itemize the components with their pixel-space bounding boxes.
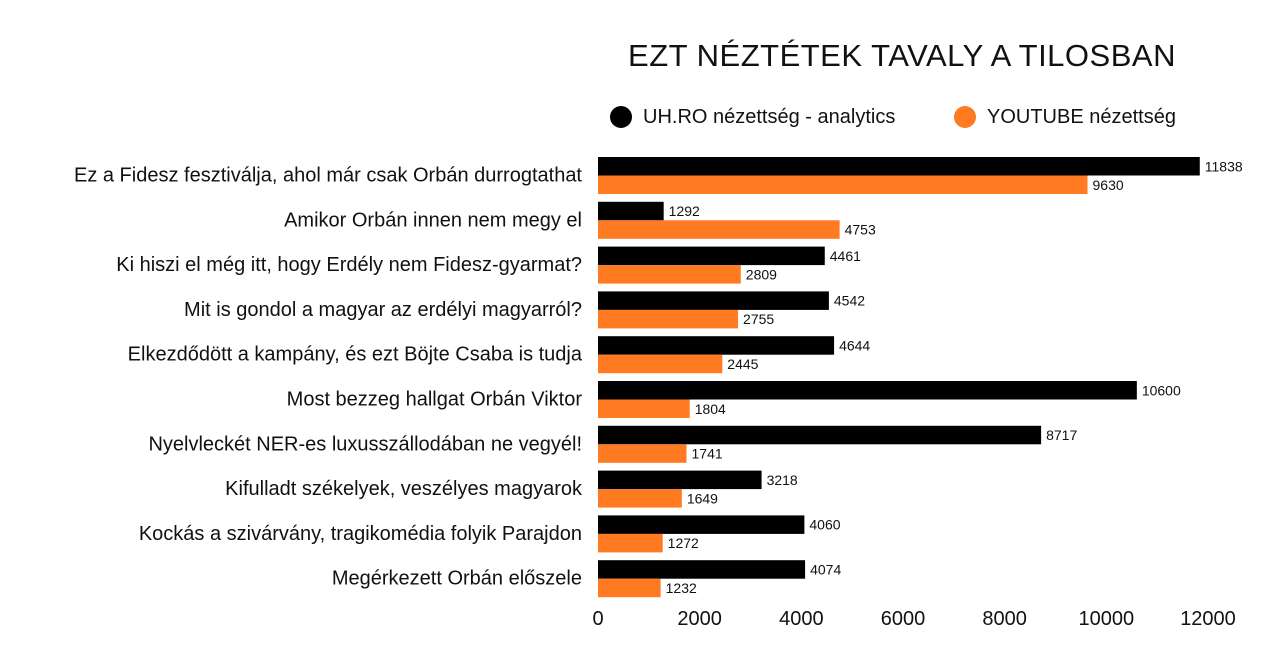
- data-label: 8717: [1046, 427, 1077, 443]
- bar-uhro: [598, 336, 835, 355]
- category-label: Megérkezett Orbán előszele: [332, 568, 582, 590]
- data-label: 1232: [666, 580, 697, 596]
- bar-youtube: [598, 444, 687, 463]
- bar-youtube: [598, 399, 690, 418]
- bar-group: Kifulladt székelyek, veszélyes magyarok 3…: [225, 470, 798, 508]
- category-label: Amikor Orbán innen nem megy el: [284, 209, 582, 231]
- bar-uhro: [598, 201, 664, 221]
- category-label: Kifulladt székelyek, veszélyes magyarok: [225, 478, 583, 500]
- category-label: Most bezzeg hallgat Orbán Viktor: [287, 389, 583, 411]
- data-label: 2445: [727, 356, 758, 372]
- bar-group: Ki hiszi el még itt, hogy Erdély nem Fid…: [116, 246, 861, 284]
- data-label: 1272: [668, 535, 699, 551]
- data-label: 10600: [1142, 382, 1181, 398]
- category-label: Ki hiszi el még itt, hogy Erdély nem Fid…: [116, 254, 582, 276]
- legend-label-uhro: UH.RO nézettség - analytics: [643, 106, 895, 128]
- category-label: Ez a Fidesz fesztiválja, ahol már csak O…: [74, 165, 582, 187]
- data-label: 9630: [1093, 177, 1124, 193]
- x-tick-label: 10000: [1079, 608, 1135, 630]
- x-axis: 0 2000 4000 6000 8000 10000 12000: [592, 608, 1235, 630]
- x-tick-label: 6000: [881, 608, 926, 630]
- x-tick-label: 12000: [1180, 608, 1236, 630]
- data-label: 3218: [767, 472, 798, 488]
- bar-group: Mit is gondol a magyar az erdélyi magyar…: [184, 291, 865, 329]
- data-label: 2809: [746, 266, 777, 282]
- bar-youtube: [598, 309, 739, 329]
- x-tick-label: 0: [592, 608, 603, 630]
- category-label: Nyelvleckét NER-es luxusszállodában ne v…: [148, 433, 582, 455]
- bar-group: Elkezdődött a kampány, és ezt Böjte Csab…: [128, 336, 870, 374]
- data-label: 4461: [830, 248, 861, 264]
- data-label: 1292: [669, 203, 700, 219]
- bar-youtube: [598, 354, 723, 374]
- chart-title: EZT NÉZTÉTEK TAVALY A TILOSBAN: [628, 38, 1176, 73]
- bar-youtube: [598, 533, 663, 553]
- bar-uhro: [598, 157, 1200, 176]
- bar-uhro: [598, 560, 806, 579]
- plot-area: Ez a Fidesz fesztiválja, ahol már csak O…: [74, 157, 1243, 598]
- bar-uhro: [598, 515, 805, 534]
- x-tick-label: 4000: [779, 608, 824, 630]
- category-label: Mit is gondol a magyar az erdélyi magyar…: [184, 299, 582, 321]
- bar-uhro: [598, 425, 1042, 445]
- data-label: 2755: [743, 311, 774, 327]
- data-label: 11838: [1205, 158, 1243, 174]
- legend-marker-uhro: [610, 106, 632, 128]
- data-label: 4060: [809, 517, 840, 533]
- bar-youtube: [598, 220, 840, 239]
- data-label: 4542: [834, 293, 865, 309]
- x-tick-label: 2000: [677, 608, 722, 630]
- bar-group: Amikor Orbán innen nem megy el 1292 4753: [284, 201, 876, 239]
- bar-group: Most bezzeg hallgat Orbán Viktor 10600 180…: [287, 381, 1181, 418]
- bar-youtube: [598, 489, 682, 508]
- category-label: Elkezdődött a kampány, és ezt Böjte Csab…: [128, 344, 583, 366]
- data-label: 4074: [810, 561, 841, 577]
- data-label: 1649: [687, 490, 718, 506]
- bar-group: Ez a Fidesz fesztiválja, ahol már csak O…: [74, 157, 1243, 194]
- data-label: 4753: [845, 222, 876, 238]
- bar-uhro: [598, 381, 1137, 400]
- category-label: Kockás a szivárvány, tragikomédia folyik…: [139, 523, 582, 545]
- bar-youtube: [598, 578, 661, 598]
- bar-youtube: [598, 265, 741, 284]
- data-label: 1741: [692, 446, 723, 462]
- data-label: 4644: [839, 337, 870, 353]
- legend-marker-youtube: [954, 106, 976, 128]
- bar-uhro: [598, 291, 829, 310]
- bar-group: Megérkezett Orbán előszele 4074 1232: [332, 560, 841, 598]
- x-tick-label: 8000: [982, 608, 1027, 630]
- legend: UH.RO nézettség - analytics YOUTUBE néze…: [610, 106, 1176, 128]
- bar-group: Nyelvleckét NER-es luxusszállodában ne v…: [148, 425, 1077, 463]
- bar-uhro: [598, 470, 762, 490]
- bar-uhro: [598, 246, 825, 266]
- data-label: 1804: [695, 401, 726, 417]
- bar-group: Kockás a szivárvány, tragikomédia folyik…: [139, 515, 841, 553]
- legend-label-youtube: YOUTUBE nézettség: [987, 106, 1176, 128]
- bar-youtube: [598, 175, 1088, 194]
